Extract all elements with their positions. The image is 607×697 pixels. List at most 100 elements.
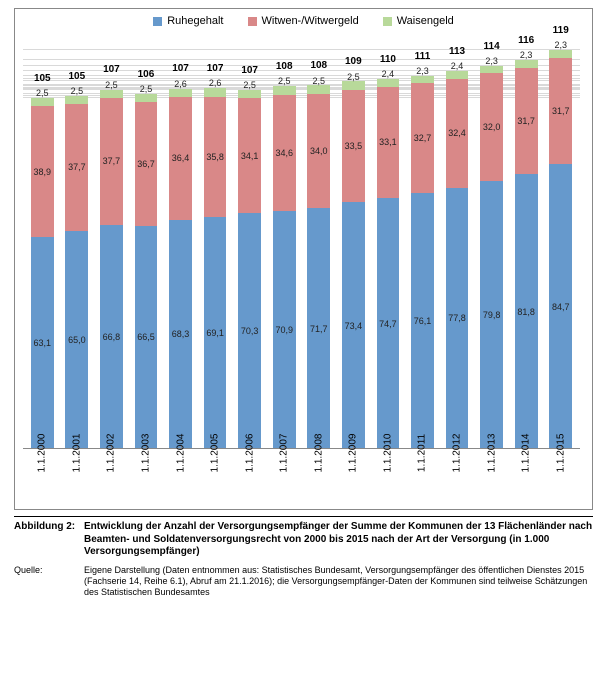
segment-label: 2,5 xyxy=(71,86,84,96)
total-label: 108 xyxy=(276,61,293,72)
segment-label: 77,8 xyxy=(448,313,466,323)
segment-label: 34,1 xyxy=(241,151,259,161)
segment-label: 2,5 xyxy=(347,72,360,82)
source-text: Eigene Darstellung (Daten entnommen aus:… xyxy=(84,565,593,599)
segment-witwen: 38,9 xyxy=(31,106,54,237)
legend-item-witwen: Witwen-/Witwergeld xyxy=(248,15,359,27)
segment-label: 34,0 xyxy=(310,146,328,156)
segment-witwen: 33,5 xyxy=(342,90,365,203)
segment-label: 38,9 xyxy=(34,167,52,177)
segment-witwen: 32,4 xyxy=(446,79,469,188)
segment-label: 74,7 xyxy=(379,319,397,329)
bar-1.1.2007: 10870,934,62,5 xyxy=(267,29,302,449)
total-label: 113 xyxy=(449,46,465,57)
x-tick-label: 1.1.2009 xyxy=(348,434,359,473)
segment-label: 84,7 xyxy=(552,302,570,312)
segment-waisen: 2,3 xyxy=(515,60,538,68)
total-label: 119 xyxy=(553,25,569,36)
legend: Ruhegehalt Witwen-/Witwergeld Waisengeld xyxy=(15,9,592,29)
segment-label: 2,3 xyxy=(416,66,429,76)
x-tick-label: 1.1.2012 xyxy=(452,434,463,473)
total-label: 107 xyxy=(207,63,224,74)
segment-label: 66,8 xyxy=(103,332,121,342)
segment-waisen: 2,4 xyxy=(446,71,469,79)
x-tick-label: 1.1.2004 xyxy=(175,434,186,473)
legend-swatch xyxy=(248,17,257,26)
segment-waisen: 2,5 xyxy=(273,86,296,94)
segment-ruhegehalt: 63,1 xyxy=(31,237,54,449)
bar-1.1.2012: 113 77,8 32,4 2,4 xyxy=(440,29,475,449)
segment-label: 32,7 xyxy=(414,133,432,143)
segment-witwen: 32,0 xyxy=(480,73,503,181)
legend-item-waisen: Waisengeld xyxy=(383,15,454,27)
bar-1.1.2002: 10766,837,72,5 xyxy=(94,29,129,449)
segment-label: 2,6 xyxy=(209,78,222,88)
legend-label: Waisengeld xyxy=(397,15,454,27)
x-tick-label: 1.1.2011 xyxy=(417,434,428,472)
segment-label: 36,4 xyxy=(172,153,190,163)
legend-label: Ruhegehalt xyxy=(167,15,223,27)
segment-ruhegehalt: 65,0 xyxy=(65,231,88,449)
total-label: 111 xyxy=(415,51,431,62)
segment-waisen: 2,5 xyxy=(307,85,330,93)
segment-ruhegehalt: 70,9 xyxy=(273,211,296,449)
legend-swatch xyxy=(383,17,392,26)
segment-ruhegehalt: 66,5 xyxy=(135,226,158,449)
bar-1.1.2013: 11479,832,02,3 xyxy=(474,29,509,449)
segment-label: 63,1 xyxy=(34,338,52,348)
segment-label: 33,1 xyxy=(379,137,397,147)
segment-ruhegehalt: 68,3 xyxy=(169,220,192,449)
x-tick-label: 1.1.2014 xyxy=(521,434,532,473)
segment-waisen: 2,5 xyxy=(100,90,123,98)
segment-label: 2,5 xyxy=(313,76,326,86)
segment-label: 79,8 xyxy=(483,310,501,320)
segment-label: 81,8 xyxy=(517,307,535,317)
segment-label: 37,7 xyxy=(103,156,121,166)
segment-witwen: 36,4 xyxy=(169,97,192,219)
total-label: 108 xyxy=(310,60,327,71)
segment-ruhegehalt: 76,1 xyxy=(411,193,434,449)
segment-witwen: 31,7 xyxy=(515,68,538,175)
segment-waisen: 2,6 xyxy=(204,88,227,97)
source-label: Quelle: xyxy=(14,565,84,599)
x-tick-label: 1.1.2003 xyxy=(140,434,151,473)
segment-witwen: 36,7 xyxy=(135,102,158,225)
segment-witwen: 37,7 xyxy=(65,104,88,231)
caption: Abbildung 2: Entwicklung der Anzahl der … xyxy=(14,516,593,606)
segment-label: 65,0 xyxy=(68,335,86,345)
segment-label: 32,4 xyxy=(448,128,466,138)
segment-witwen: 35,8 xyxy=(204,97,227,217)
total-label: 114 xyxy=(484,41,500,52)
bar-1.1.2015: 11984,731,72,3 xyxy=(543,29,578,449)
segment-label: 35,8 xyxy=(206,152,224,162)
segment-ruhegehalt: 74,7 xyxy=(377,198,400,449)
x-tick-label: 1.1.2010 xyxy=(382,434,393,473)
total-label: 116 xyxy=(518,35,534,46)
x-tick-label: 1.1.2008 xyxy=(313,434,324,473)
bar-1.1.2004: 10768,336,42,6 xyxy=(163,29,198,449)
legend-item-ruhegehalt: Ruhegehalt xyxy=(153,15,223,27)
segment-witwen: 37,7 xyxy=(100,98,123,225)
total-label: 106 xyxy=(138,69,155,80)
segment-label: 2,4 xyxy=(451,61,464,71)
x-tick-label: 1.1.2013 xyxy=(486,434,497,473)
segment-ruhegehalt: 77,8 xyxy=(446,188,469,449)
segment-waisen: 2,5 xyxy=(342,81,365,89)
segment-label: 2,4 xyxy=(382,69,395,79)
segment-label: 2,5 xyxy=(278,76,291,86)
legend-label: Witwen-/Witwergeld xyxy=(262,15,359,27)
segment-label: 68,3 xyxy=(172,329,190,339)
total-label: 105 xyxy=(34,73,51,84)
segment-waisen: 2,5 xyxy=(135,94,158,102)
segment-label: 2,5 xyxy=(243,80,256,90)
segment-ruhegehalt: 71,7 xyxy=(307,208,330,449)
segment-label: 36,7 xyxy=(137,159,155,169)
segment-label: 31,7 xyxy=(517,116,535,126)
total-label: 105 xyxy=(69,71,86,82)
x-axis-labels: 1.1.20001.1.20011.1.20021.1.20031.1.2004… xyxy=(23,449,580,509)
total-label: 107 xyxy=(241,65,258,76)
segment-ruhegehalt: 79,8 xyxy=(480,181,503,449)
total-label: 110 xyxy=(380,54,396,65)
figure-label: Abbildung 2: xyxy=(14,521,84,559)
segment-witwen: 34,0 xyxy=(307,94,330,208)
